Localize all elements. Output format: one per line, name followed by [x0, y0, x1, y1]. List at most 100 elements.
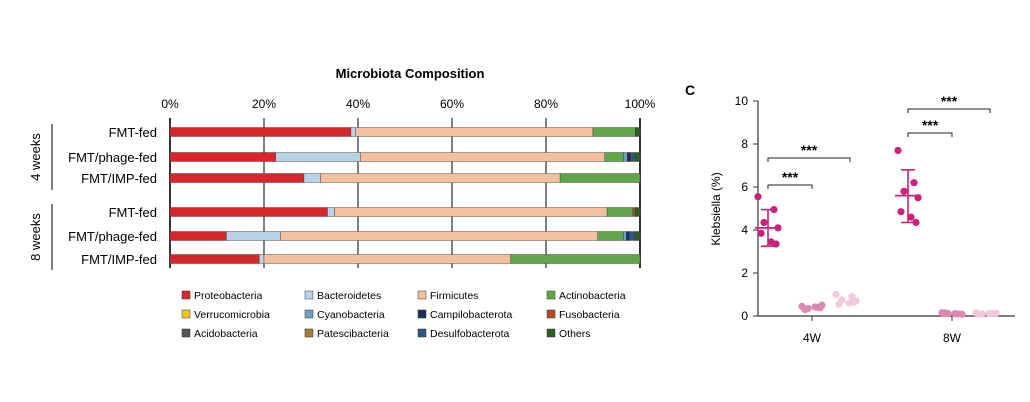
y-tick-label: 10 [735, 94, 749, 108]
legend-label: Actinobacteria [559, 290, 626, 302]
data-point [832, 290, 840, 299]
data-point [835, 300, 843, 308]
data-point [951, 310, 959, 318]
bar-segment-proteobacteria [169, 254, 260, 264]
x-tick-label: 20% [252, 97, 276, 111]
row-label: FMT-fed [109, 205, 157, 220]
legend-label: Acidobacteria [194, 328, 258, 340]
data-point [816, 304, 824, 312]
bar-segment-actinobacteria [510, 254, 641, 264]
bar-segment-fusobacteria [632, 207, 636, 217]
bar-segment-proteobacteria [169, 152, 276, 162]
data-point [910, 179, 918, 187]
legend-swatch [304, 328, 314, 338]
bar-segment-bacteroidetes [259, 254, 265, 264]
row-label: FMT/phage-fed [68, 229, 157, 244]
y-tick-label: 2 [741, 266, 748, 280]
x-tick-label: 4W [803, 331, 822, 345]
bar-segment-others [635, 152, 641, 162]
x-tick-label: 0% [161, 97, 179, 111]
group-label: 4 weeks [28, 133, 43, 181]
row-label: FMT/IMP-fed [81, 252, 157, 267]
significance-label: *** [941, 93, 958, 109]
x-tick-label: 100% [625, 97, 656, 111]
bar-segment-campilobacterota [627, 152, 631, 162]
legend-label: Fusobacteria [559, 309, 620, 321]
legend-label: Others [559, 328, 591, 340]
bar-segment-actinobacteria [559, 173, 641, 183]
bar-segment-proteobacteria [169, 127, 352, 137]
bar-segment-others [635, 207, 641, 217]
legend-swatch [546, 290, 556, 300]
legend-swatch [304, 290, 314, 300]
data-point [907, 213, 915, 221]
legend-swatch [181, 309, 191, 319]
bar-segment-bacteroidetes [350, 127, 356, 137]
data-point [985, 310, 993, 318]
bar-segment-cyanobacteria [623, 231, 627, 241]
data-point [912, 218, 920, 227]
data-point [992, 309, 1000, 317]
chart-title: Microbiota Composition [336, 66, 485, 81]
legend-label: Firmicutes [430, 290, 478, 302]
bar-segment-others [634, 231, 641, 241]
data-point [760, 218, 768, 227]
bar-segment-bacteroidetes [327, 207, 335, 217]
bar-segment-proteobacteria [169, 173, 305, 183]
bar-segment-firmicutes [320, 173, 561, 183]
legend-label: Bacteroidetes [317, 290, 381, 302]
significance-bracket [907, 132, 953, 137]
data-point [900, 187, 908, 195]
y-tick-label: 8 [741, 137, 748, 151]
x-tick-label: 8W [943, 331, 962, 345]
significance-label: *** [782, 169, 799, 185]
legend-label: Cyanobacteria [317, 309, 385, 321]
group-label: 8 weeks [28, 213, 43, 261]
bar-segment-proteobacteria [169, 231, 227, 241]
legend-label: Verrucomicrobia [194, 309, 270, 321]
legend-swatch [181, 290, 191, 300]
bar-segment-actinobacteria [592, 127, 636, 137]
row-label: FMT/IMP-fed [81, 171, 157, 186]
bar-segment-firmicutes [334, 207, 608, 217]
y-axis-label: Klebsiella (%) [709, 172, 723, 245]
bar-segment-firmicutes [360, 152, 605, 162]
row-label: FMT-fed [109, 125, 157, 140]
significance-label: *** [801, 142, 818, 158]
microbiota-composition-chart: Microbiota Composition 0% 20% 40% 60% 80% 100… [28, 66, 656, 340]
significance-bracket [767, 184, 813, 189]
data-point [958, 310, 966, 318]
bar-segment-cyanobacteria [623, 152, 628, 162]
y-tick-label: 4 [741, 223, 748, 237]
legend-swatch [417, 328, 427, 338]
data-point [757, 229, 765, 237]
bar-segment-proteobacteria [169, 207, 328, 217]
significance-bracket [907, 108, 991, 113]
panel-label: C [685, 82, 695, 98]
bar-segment-fusobacteria [630, 152, 633, 162]
bar-segment-desulfobacterota [631, 152, 636, 162]
y-tick-label: 0 [741, 309, 748, 323]
bar-segment-firmicutes [280, 231, 598, 241]
data-point [850, 298, 858, 306]
data-point [897, 208, 905, 216]
legend-swatch [304, 309, 314, 319]
data-point [975, 310, 983, 318]
x-tick-label: 80% [534, 97, 558, 111]
significance-label: *** [922, 117, 939, 133]
bar-segment-others [635, 127, 641, 137]
x-tick-label: 60% [440, 97, 464, 111]
data-point [754, 193, 762, 201]
legend-label: Desulfobacterota [430, 328, 510, 340]
bar-segment-bacteroidetes [226, 231, 281, 241]
bar-segment-firmicutes [263, 254, 511, 264]
legend-label: Patescibacteria [317, 328, 389, 340]
bar-segment-firmicutes [355, 127, 594, 137]
legend-swatch [181, 328, 191, 338]
row-label: FMT/phage-fed [68, 150, 157, 165]
x-tick-label: 40% [346, 97, 370, 111]
legend-swatch [417, 309, 427, 319]
bar-segment-actinobacteria [604, 152, 624, 162]
